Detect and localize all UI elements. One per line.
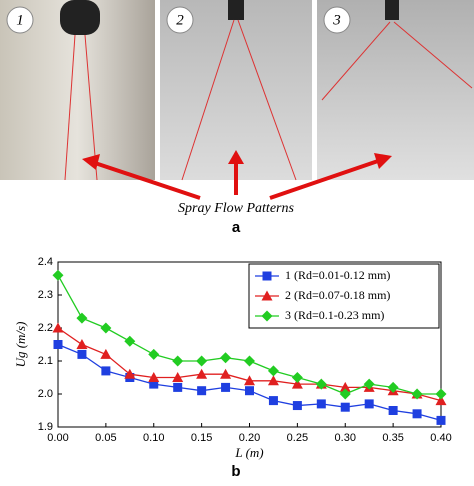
arrow-head xyxy=(82,154,100,170)
marker xyxy=(387,381,399,393)
x-axis-label: L (m) xyxy=(234,445,263,460)
marker xyxy=(315,378,327,390)
x-tick-label: 0.20 xyxy=(239,432,260,444)
y-tick-label: 2.3 xyxy=(38,289,53,301)
marker xyxy=(53,340,63,349)
marker xyxy=(148,348,160,360)
marker xyxy=(363,378,375,390)
marker xyxy=(100,322,112,334)
marker xyxy=(316,399,326,409)
spray-edge xyxy=(237,19,297,181)
marker xyxy=(339,381,351,392)
legend-marker xyxy=(261,290,273,301)
y-tick-label: 2.2 xyxy=(38,322,53,334)
marker xyxy=(267,375,279,386)
marker xyxy=(364,399,374,409)
legend-label: 3 (Rd=0.1-0.23 mm) xyxy=(285,308,384,322)
marker xyxy=(435,388,447,400)
x-tick-label: 0.00 xyxy=(47,432,68,444)
nozzle xyxy=(385,0,399,20)
legend-label: 1 (Rd=0.01-0.12 mm) xyxy=(285,268,390,282)
marker xyxy=(245,386,254,396)
marker xyxy=(52,269,64,281)
arrows xyxy=(82,150,392,200)
marker xyxy=(244,355,255,367)
arrow xyxy=(269,159,379,200)
marker xyxy=(436,415,446,425)
x-tick-label: 0.30 xyxy=(335,432,356,444)
arrow-head xyxy=(374,153,392,169)
y-tick-label: 1.9 xyxy=(38,421,53,433)
marker xyxy=(267,365,279,377)
chart: 0.00 0.05 0.10 0.15 0.20 0.25 0.30 0.35 0.40 1.9 2… xyxy=(13,256,452,460)
spray-edge xyxy=(393,21,473,89)
y-tick-label: 2.1 xyxy=(38,355,53,367)
marker xyxy=(291,378,303,389)
marker xyxy=(411,388,423,400)
arrow xyxy=(94,161,201,200)
x-tick-label: 0.15 xyxy=(191,432,212,444)
marker xyxy=(220,352,232,364)
spray-edge xyxy=(64,34,76,181)
marker xyxy=(149,379,159,389)
marker xyxy=(388,406,398,415)
y-axis-label: Ug (m/s) xyxy=(13,322,28,368)
marker xyxy=(435,395,447,406)
nozzle xyxy=(60,0,100,35)
x-tick-label: 0.25 xyxy=(287,432,308,444)
marker xyxy=(221,382,231,392)
marker xyxy=(124,335,136,347)
spray-edge xyxy=(321,21,391,101)
marker xyxy=(172,372,184,382)
panel-label: 1 xyxy=(16,12,24,28)
marker xyxy=(197,386,207,396)
part-label: a xyxy=(232,219,241,236)
marker xyxy=(196,355,208,367)
caption: Spray Flow Patterns xyxy=(178,201,294,216)
marker xyxy=(52,322,64,333)
spray-edge xyxy=(181,19,235,181)
legend-box xyxy=(248,263,440,329)
legend-marker xyxy=(262,271,272,281)
marker xyxy=(220,368,232,379)
marker xyxy=(412,409,422,419)
marker xyxy=(77,349,87,359)
marker xyxy=(173,382,183,392)
x-tick-label: 0.10 xyxy=(143,432,164,444)
marker xyxy=(76,312,88,324)
marker xyxy=(100,348,112,359)
legend-label: 2 (Rd=0.07-0.18 mm) xyxy=(285,288,390,302)
marker xyxy=(124,368,136,379)
marker xyxy=(172,355,184,367)
marker xyxy=(196,368,208,379)
arrow-head xyxy=(228,150,244,164)
nozzle xyxy=(228,0,244,20)
legend-marker xyxy=(261,310,273,322)
x-tick-label: 0.35 xyxy=(382,432,403,444)
marker xyxy=(76,339,88,349)
marker xyxy=(340,402,350,412)
marker xyxy=(101,366,111,376)
marker xyxy=(268,396,278,406)
marker xyxy=(339,388,351,400)
y-tick-label: 2.0 xyxy=(38,388,53,400)
part-label: b xyxy=(231,463,240,480)
marker xyxy=(244,375,255,386)
y-tick-label: 2.4 xyxy=(38,256,53,268)
x-tick-label: 0.05 xyxy=(95,432,116,444)
panel-label: 2 xyxy=(176,12,184,28)
marker xyxy=(292,401,302,411)
label-circle xyxy=(323,6,351,34)
marker xyxy=(291,372,303,383)
label-circle xyxy=(6,6,34,34)
x-tick-label: 0.40 xyxy=(430,432,451,444)
label-circle xyxy=(166,6,194,34)
marker xyxy=(148,372,160,382)
panel-label: 3 xyxy=(332,12,341,28)
